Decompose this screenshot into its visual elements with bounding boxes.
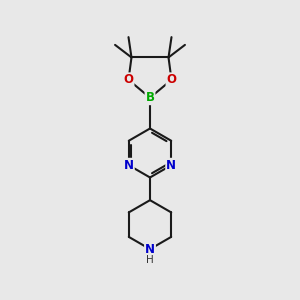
Text: N: N — [145, 243, 155, 256]
Text: N: N — [166, 159, 176, 172]
Text: N: N — [124, 159, 134, 172]
Text: O: O — [124, 73, 134, 86]
Text: B: B — [146, 91, 154, 104]
Text: O: O — [167, 73, 176, 86]
Text: H: H — [146, 255, 154, 265]
